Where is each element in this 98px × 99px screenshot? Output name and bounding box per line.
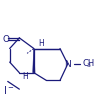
Polygon shape — [33, 49, 35, 73]
Text: CH: CH — [83, 59, 95, 68]
Text: H: H — [22, 72, 28, 81]
Text: I: I — [4, 86, 7, 96]
Text: 3: 3 — [87, 63, 91, 68]
Text: N: N — [64, 59, 71, 69]
Text: O: O — [2, 35, 9, 44]
Text: −: − — [8, 85, 14, 91]
Text: H: H — [38, 39, 44, 48]
